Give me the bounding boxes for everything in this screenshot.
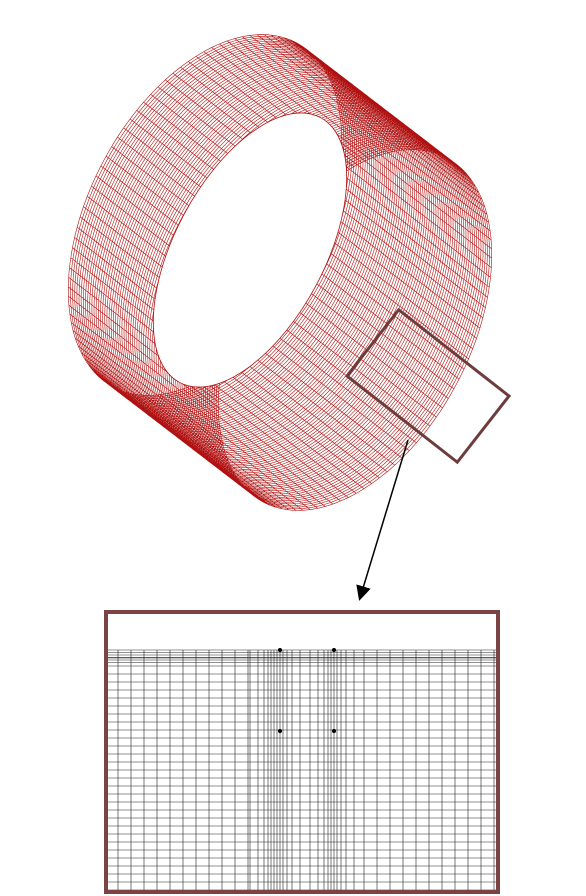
node-dot [332, 648, 336, 652]
node-dot [278, 729, 282, 733]
zoom-arrow [356, 439, 409, 601]
selection-rect [344, 307, 512, 465]
node-dot [332, 729, 336, 733]
zoom-frame [104, 610, 500, 894]
node-dot [278, 648, 282, 652]
zoom-panel [108, 648, 496, 891]
cylinder-opening [152, 112, 348, 388]
cylinder-mesh [67, 34, 493, 511]
selection-box [344, 307, 512, 465]
grid-lines [108, 649, 496, 891]
